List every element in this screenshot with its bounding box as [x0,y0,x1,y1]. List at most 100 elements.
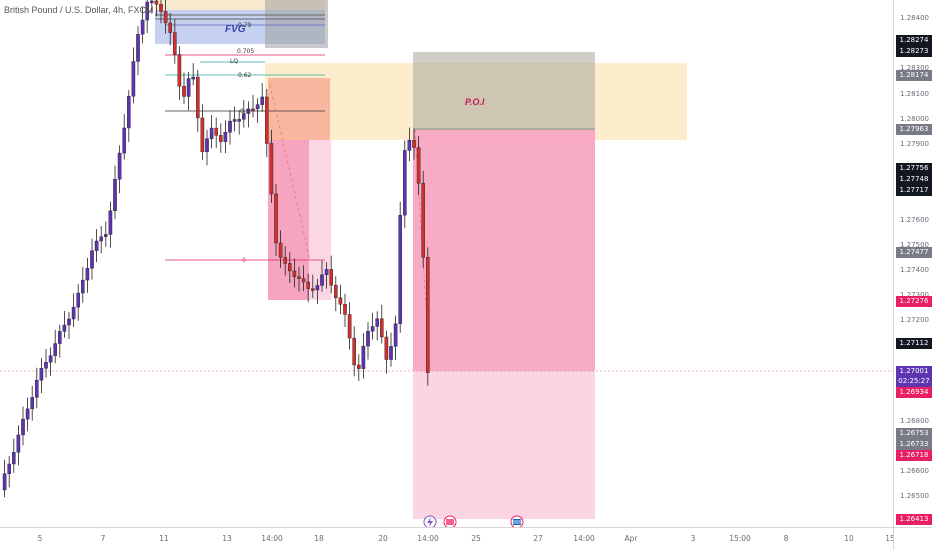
candle [232,119,237,122]
candle [195,76,200,119]
short-position-target[interactable] [413,371,595,519]
time-label: 14:00 [573,534,595,543]
price-axis[interactable]: 1.28400 1.28300 1.28100 1.28000 1.27900 … [893,0,932,527]
price-tag: 1.27756 [896,163,932,174]
candle [260,96,265,105]
candle [301,278,306,283]
time-label: 10 [844,534,854,543]
candle [154,0,159,5]
axis-corner[interactable] [893,527,932,550]
candle [315,285,320,291]
candle [182,86,186,97]
candle [265,96,269,144]
candle [384,336,389,360]
candle [53,343,57,356]
short-position-stop[interactable] [413,52,595,130]
price-tick: 1.28100 [900,90,929,98]
candle [113,179,117,211]
candle [357,364,361,369]
candle [223,132,228,142]
price-tick: 1.27600 [900,216,929,224]
candle [16,434,21,453]
candle [21,418,25,436]
candle [370,326,375,332]
candle [76,292,80,308]
candle [209,127,214,139]
time-label: 13 [222,534,232,543]
candle [361,345,366,369]
candle [352,337,357,366]
price-tick: 1.27200 [900,316,929,324]
candle [416,147,421,184]
candle [320,274,324,286]
chart-pane[interactable]: FVG P.O.I 0.79 0.705 LQ 0.62 0.5 0 Briti… [0,0,893,529]
candle [149,0,154,4]
candle [334,285,338,299]
price-tag: 1.27748 [896,174,932,185]
price-tag: 1.27963 [896,124,932,135]
candle [403,150,407,216]
candle [343,303,347,315]
lightning-icon[interactable] [423,515,437,529]
candle [421,183,426,258]
candle [412,139,416,148]
candle [136,34,140,62]
candle [131,61,136,97]
price-tag: 1.27477 [896,247,932,258]
time-label: Apr [624,534,638,543]
price-tag: 1.28273 [896,46,932,57]
candle [278,242,283,258]
candle [85,268,90,281]
price-tick: 1.28400 [900,14,929,22]
fvg-grey-box[interactable] [265,0,328,48]
globe-flag-icon[interactable] [443,515,457,529]
candle [25,408,30,420]
candles-group [2,0,430,498]
price-tick: 1.27300 [900,291,929,299]
price-tag: 1.27276 [896,296,932,307]
candle [269,143,274,195]
candle [145,1,150,21]
current-price-tag: 1.27001 [896,366,932,377]
candle [274,193,278,244]
candle [311,288,315,291]
candle [426,257,430,373]
fib-label-0.79: 0.79 [238,22,252,29]
candle [48,355,53,363]
candlestick-chart[interactable]: FVG P.O.I 0.79 0.705 LQ 0.62 0.5 0 [0,0,893,529]
candle [2,473,7,491]
price-tick: 1.26500 [900,492,929,500]
candle [214,127,219,136]
candle [99,236,103,242]
time-label: 15 [885,534,895,543]
candle [94,240,99,251]
fib-label-0.62: 0.62 [238,72,252,79]
price-tag: 1.28174 [896,70,932,81]
candle [241,113,246,120]
price-tag: 1.26733 [896,439,932,450]
price-tag: 1.28274 [896,35,932,46]
candle [407,139,412,151]
time-label: 3 [690,534,696,543]
symbol-title[interactable]: British Pound / U.S. Dollar, 4h, FXCM [4,5,154,15]
candle [228,120,232,133]
candle [58,331,62,344]
time-axis[interactable]: 5 7 11 13 14:00 18 20 14:00 25 27 14:00 … [0,527,895,550]
time-label: 18 [314,534,324,543]
old-short-stop[interactable] [268,78,330,140]
candle [191,76,196,80]
price-tag: 1.27717 [896,185,932,196]
candle [30,397,35,410]
fib-label-lq: LQ [230,58,238,65]
fib-label-0.5: 0.5 [240,108,250,115]
price-tick: 1.26800 [900,417,929,425]
old-short-target[interactable] [309,140,331,300]
price-tick: 1.27900 [900,140,929,148]
poi-label: P.O.I [465,97,485,107]
candle [62,324,67,332]
old-short-loss[interactable] [268,140,309,300]
candle [117,152,122,180]
short-position-loss[interactable] [413,130,595,371]
candle [126,95,131,129]
us-flag-icon[interactable] [510,515,524,529]
